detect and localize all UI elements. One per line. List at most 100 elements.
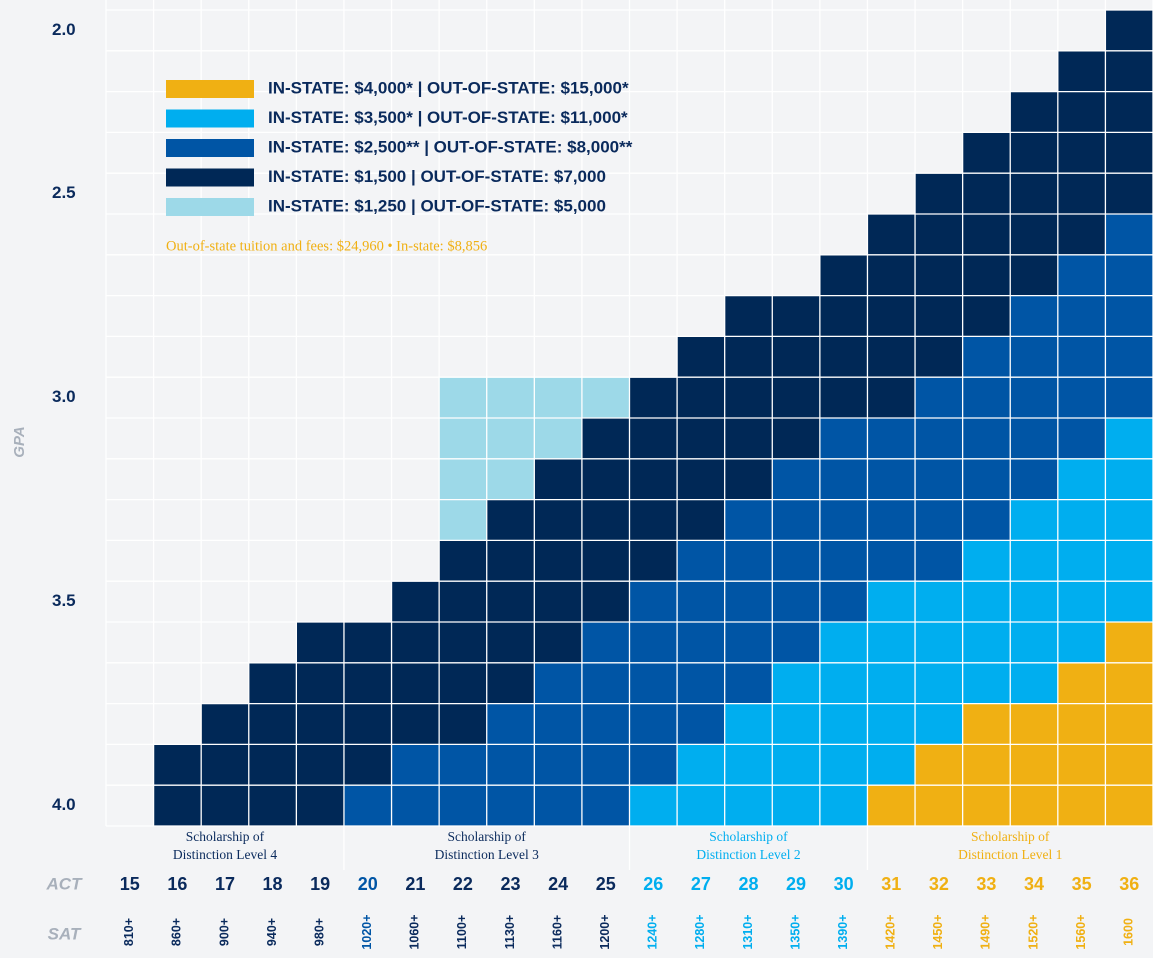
cell <box>581 581 630 622</box>
cell <box>391 622 440 663</box>
cell <box>1057 173 1106 214</box>
cell <box>915 377 963 418</box>
cell <box>439 458 487 500</box>
cell <box>1010 91 1058 133</box>
cell <box>867 418 916 459</box>
cell <box>1057 132 1106 174</box>
cell <box>1105 377 1153 418</box>
cell <box>343 662 392 704</box>
sat-score: 1490+ <box>979 914 993 949</box>
cell <box>1010 377 1058 418</box>
cell <box>486 662 535 704</box>
cell <box>1105 132 1153 174</box>
group-label: Scholarship of <box>971 829 1050 844</box>
act-score: 33 <box>976 874 996 894</box>
sat-score: 860+ <box>170 918 184 946</box>
cell <box>1057 622 1106 663</box>
cell <box>867 499 916 541</box>
cell <box>677 336 725 378</box>
sat-score: 1560+ <box>1074 914 1088 949</box>
cell <box>629 377 678 418</box>
cell <box>486 622 535 663</box>
cell <box>629 458 678 500</box>
cell <box>248 703 297 745</box>
cell <box>772 662 820 704</box>
cell <box>296 744 344 786</box>
cell <box>772 703 820 745</box>
cell <box>724 744 773 786</box>
cell <box>1105 622 1153 663</box>
act-score: 15 <box>120 874 140 894</box>
cell <box>962 540 1011 582</box>
cell <box>915 703 963 745</box>
cell <box>1105 662 1153 704</box>
legend-swatch <box>166 109 254 128</box>
act-score: 16 <box>167 874 187 894</box>
cell <box>867 295 916 337</box>
cell <box>772 622 820 663</box>
cell <box>391 744 440 786</box>
cell <box>1105 173 1153 214</box>
cell <box>677 662 725 704</box>
cell <box>1057 744 1106 786</box>
sat-score: 1450+ <box>931 914 945 949</box>
y-tick-label: 2.0 <box>52 20 76 39</box>
cell <box>677 499 725 541</box>
act-score: 30 <box>834 874 854 894</box>
cell <box>581 622 630 663</box>
act-score: 25 <box>596 874 616 894</box>
cell <box>391 703 440 745</box>
cell <box>439 622 487 663</box>
cell <box>962 458 1011 500</box>
cell <box>772 581 820 622</box>
cell <box>867 336 916 378</box>
act-score: 17 <box>215 874 235 894</box>
cell <box>724 458 773 500</box>
cell <box>915 662 963 704</box>
cell <box>1057 50 1106 92</box>
sat-score: 1130+ <box>503 915 517 949</box>
cell <box>677 418 725 459</box>
cell <box>724 499 773 541</box>
cell <box>1105 254 1153 296</box>
legend-swatch <box>166 80 254 98</box>
cell <box>581 703 630 745</box>
sat-score: 1060+ <box>408 914 422 949</box>
cell <box>915 173 963 214</box>
cell <box>915 581 963 622</box>
cell <box>486 581 535 622</box>
cell <box>677 744 725 786</box>
cell <box>915 785 963 826</box>
cell <box>534 418 582 459</box>
cell <box>486 703 535 745</box>
cell <box>201 703 249 745</box>
cell <box>486 499 535 541</box>
cell <box>486 458 535 500</box>
cell <box>1105 458 1153 500</box>
cell <box>1010 540 1058 582</box>
cell <box>1105 785 1153 826</box>
act-score: 22 <box>453 874 473 894</box>
cell <box>962 132 1011 174</box>
group-label: Distinction Level 2 <box>696 847 800 862</box>
group-label: Scholarship of <box>709 829 788 844</box>
cell <box>1057 377 1106 418</box>
sat-score: 1240+ <box>646 914 660 949</box>
cell <box>629 581 678 622</box>
legend-label: IN-STATE: $1,500 | OUT-OF-STATE: $7,000 <box>268 167 606 186</box>
cell <box>391 785 440 826</box>
cell <box>629 744 678 786</box>
cell <box>819 499 868 541</box>
group-label: Distinction Level 3 <box>435 847 539 862</box>
cell <box>724 295 773 337</box>
cell <box>819 254 868 296</box>
y-tick-label: 3.0 <box>52 387 76 406</box>
cell <box>1010 295 1058 337</box>
cell <box>1057 785 1106 826</box>
cell <box>819 377 868 418</box>
cell <box>629 418 678 459</box>
sat-score: 900+ <box>217 918 231 946</box>
cell <box>296 662 344 704</box>
act-score: 32 <box>929 874 949 894</box>
cell <box>962 622 1011 663</box>
